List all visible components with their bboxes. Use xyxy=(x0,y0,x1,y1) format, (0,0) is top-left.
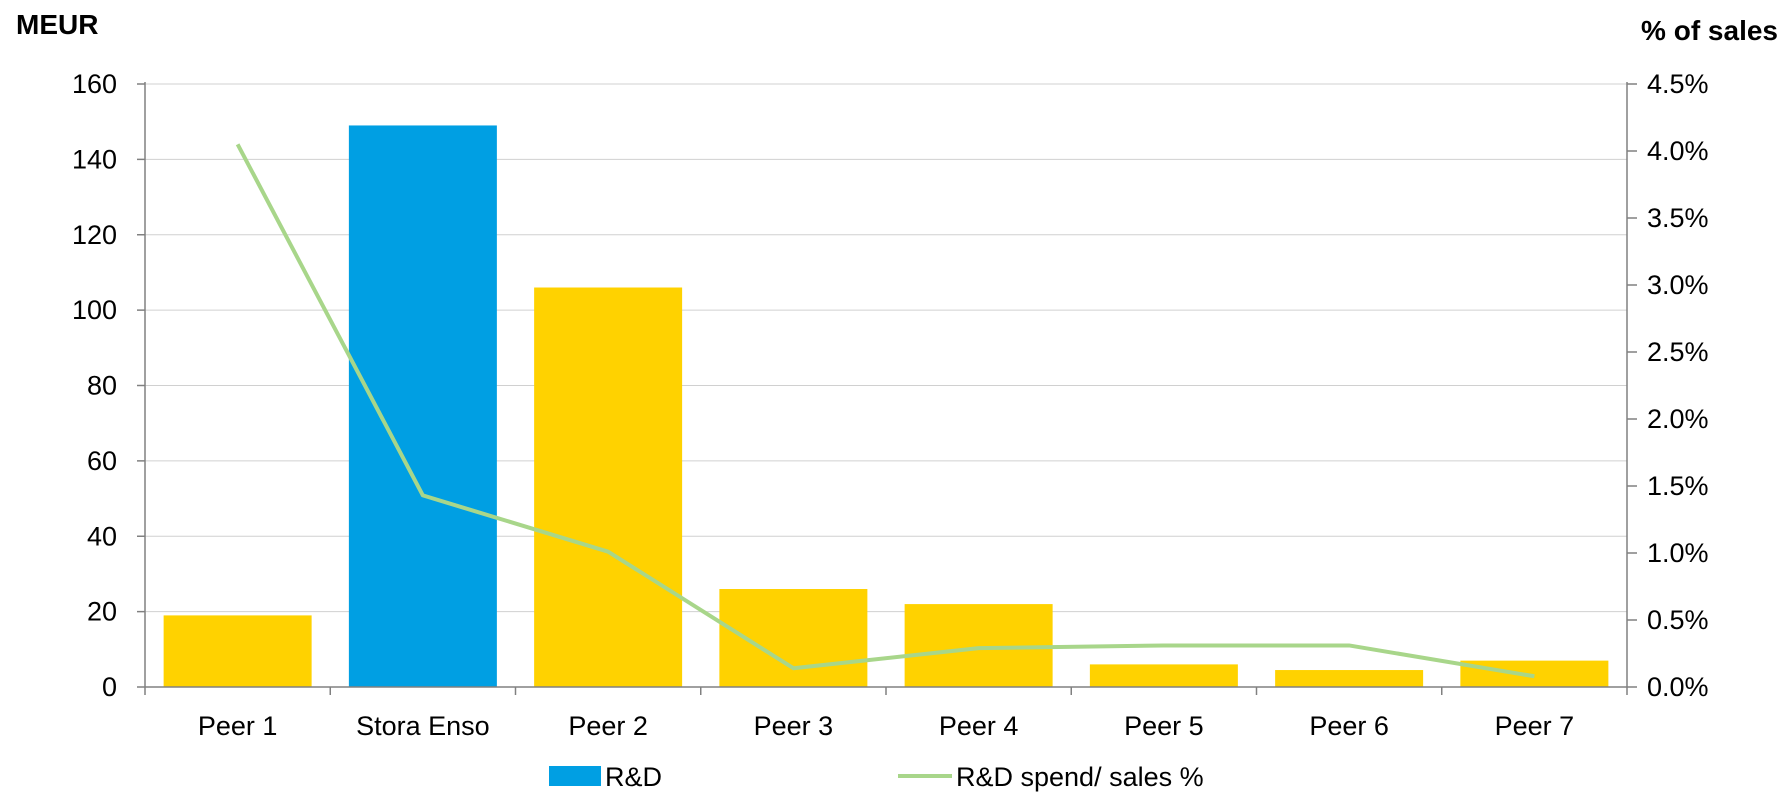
category-labels: Peer 1 Stora Enso Peer 2 Peer 3 Peer 4 Peer 5… xyxy=(144,687,1628,741)
category-label: Peer 7 xyxy=(1495,711,1575,741)
left-axis-title: MEUR xyxy=(16,9,98,40)
bar-peer-6 xyxy=(1275,670,1424,687)
legend-swatch-rd xyxy=(549,766,601,786)
category-label: Stora Enso xyxy=(356,711,490,741)
right-tick-label: 0.0% xyxy=(1647,672,1709,702)
left-tick-label: 80 xyxy=(87,371,117,401)
left-tick-label: 0 xyxy=(102,672,117,702)
right-tick-label: 1.5% xyxy=(1647,471,1709,501)
right-tick-label: 2.0% xyxy=(1647,404,1709,434)
left-tick-label: 120 xyxy=(72,220,117,250)
left-tick-label: 20 xyxy=(87,597,117,627)
right-tick-label: 4.5% xyxy=(1647,69,1709,99)
left-tick-label: 40 xyxy=(87,521,117,551)
left-axis-ticks: 0 20 40 60 80 100 120 140 160 xyxy=(72,69,145,702)
right-tick-label: 1.0% xyxy=(1647,538,1709,568)
category-label: Peer 6 xyxy=(1309,711,1389,741)
right-tick-label: 3.5% xyxy=(1647,203,1709,233)
left-tick-label: 60 xyxy=(87,446,117,476)
right-tick-label: 0.5% xyxy=(1647,605,1709,635)
bar-peer-5 xyxy=(1089,664,1238,687)
line-rd-spend-sales xyxy=(235,143,1535,679)
legend-label-rd-spend: R&D spend/ sales % xyxy=(956,762,1204,792)
right-tick-label: 3.0% xyxy=(1647,270,1709,300)
line-series xyxy=(235,143,1535,679)
category-label: Peer 3 xyxy=(754,711,834,741)
legend-label-rd: R&D xyxy=(605,762,662,792)
category-label: Peer 1 xyxy=(198,711,278,741)
right-tick-label: 4.0% xyxy=(1647,136,1709,166)
bar-stora-enso xyxy=(348,125,497,688)
bar-peer-1 xyxy=(163,615,312,687)
left-tick-label: 160 xyxy=(72,69,117,99)
bar-peer-3 xyxy=(719,589,868,687)
bar-peer-2 xyxy=(534,287,683,687)
right-axis-ticks: 0.0% 0.5% 1.0% 1.5% 2.0% 2.5% 3.0% 3.5% 4.0% 4.5% xyxy=(1627,69,1709,702)
category-label: Peer 4 xyxy=(939,711,1019,741)
left-tick-label: 140 xyxy=(72,144,117,174)
category-label: Peer 5 xyxy=(1124,711,1204,741)
legend: R&D R&D spend/ sales % xyxy=(549,762,1204,792)
right-tick-label: 2.5% xyxy=(1647,337,1709,367)
right-axis-title: % of sales xyxy=(1641,15,1778,46)
category-label: Peer 2 xyxy=(568,711,648,741)
bars xyxy=(163,125,1609,688)
left-tick-label: 100 xyxy=(72,295,117,325)
bar-peer-7 xyxy=(1460,660,1609,687)
